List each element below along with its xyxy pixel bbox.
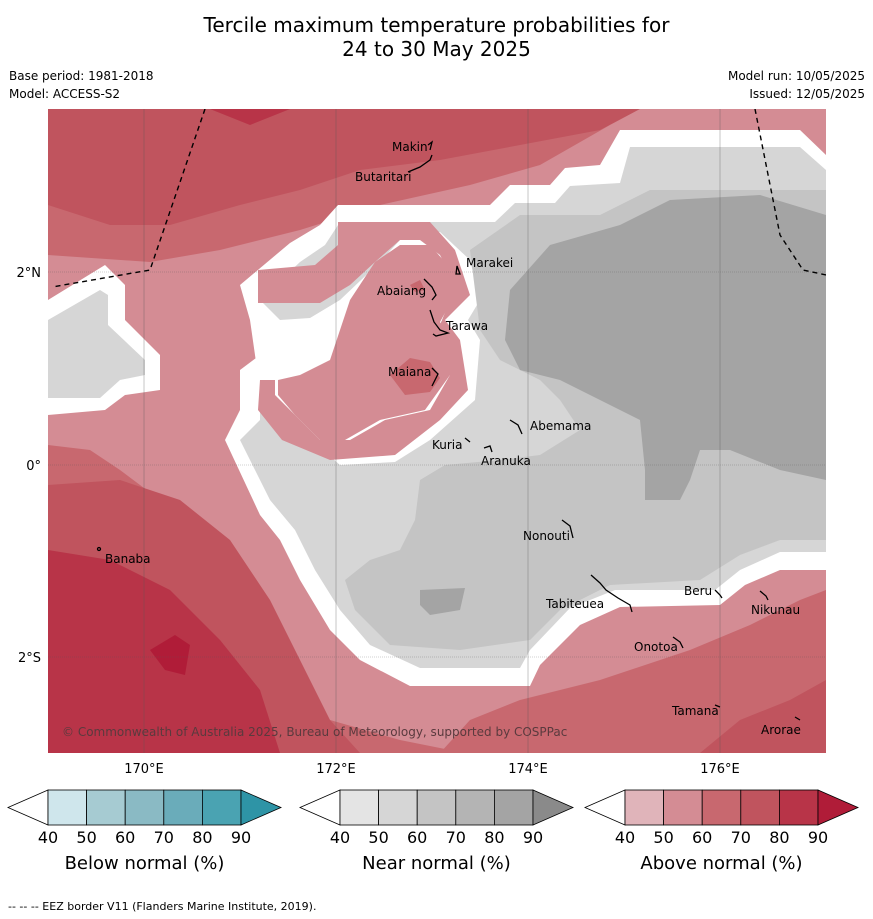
near-normal-colorbar-tick: 80	[484, 828, 505, 847]
above-80-90-north	[210, 109, 290, 125]
place-tamana: Tamana	[671, 704, 719, 718]
near-40-50-west	[48, 290, 145, 398]
above-normal-colorbar-tick: 40	[614, 828, 636, 847]
above-normal-colorbar-tick: 70	[730, 828, 751, 847]
above-normal-colorbar-segment	[701, 789, 742, 826]
below-normal-colorbar-tick: 90	[230, 828, 252, 847]
above-normal-colorbar-tick: 90	[807, 828, 829, 847]
above-60-70-abaiang	[410, 280, 425, 292]
near-normal-colorbar-high-extend	[532, 789, 574, 826]
place-tarawa: Tarawa	[445, 319, 488, 333]
near-normal-colorbar-tick: 50	[368, 828, 389, 847]
near-normal-colorbar-low-extend	[299, 789, 341, 826]
near-normal-colorbar-segment	[493, 789, 534, 826]
axis-labels: 170°E 172°E 174°E 176°E 2°N 0° 2°S	[17, 266, 740, 777]
island-outlines	[96, 140, 801, 721]
place-makin: Makin	[392, 140, 428, 154]
above-normal-colorbar-title: Above normal (%)	[640, 853, 803, 874]
above-90-southwest	[150, 635, 190, 675]
place-tabiteuea: Tabiteuea	[545, 597, 604, 611]
lon-label-174: 174°E	[508, 762, 548, 777]
below-normal-colorbar-tick: 50	[76, 828, 97, 847]
place-abaiang: Abaiang	[377, 284, 426, 298]
below-normal-colorbar-segment	[163, 789, 203, 826]
above-normal-colorbar-segment	[740, 789, 780, 826]
place-nonouti: Nonouti	[523, 529, 570, 543]
place-marakei: Marakei	[466, 256, 513, 270]
above-70-80-north	[48, 109, 640, 225]
lat-label-0: 0°	[26, 459, 41, 474]
lat-label-2n: 2°N	[17, 266, 42, 281]
place-beru: Beru	[684, 584, 712, 598]
colorbars	[7, 789, 859, 826]
above-normal-colorbar-tick: 50	[653, 828, 674, 847]
model-name: Model: ACCESS-S2	[9, 87, 121, 101]
eez-footer-note: -- -- -- EEZ border V11 (Flanders Marine…	[8, 900, 317, 913]
near-normal-colorbar-segment	[378, 789, 418, 826]
graticule	[48, 109, 826, 753]
issued-date: Issued: 12/05/2025	[749, 87, 865, 101]
place-aranuka: Aranuka	[481, 454, 531, 468]
place-butaritari: Butaritari	[355, 170, 412, 184]
map-title-line2: 24 to 30 May 2025	[342, 37, 531, 61]
lon-label-170: 170°E	[124, 762, 164, 777]
place-maiana: Maiana	[388, 365, 431, 379]
near-normal-colorbar-segment	[455, 789, 495, 826]
above-normal-colorbar-low-extend	[584, 789, 626, 826]
near-normal-colorbar-tick: 40	[329, 828, 351, 847]
near-60-70-patch	[420, 588, 465, 615]
probability-map: Makin Butaritari Marakei Abaiang Tarawa …	[48, 109, 826, 753]
near-normal-colorbar-tick: 90	[522, 828, 544, 847]
map-title-line1: Tercile maximum temperature probabilitie…	[203, 13, 670, 37]
above-normal-colorbar-segment	[779, 789, 819, 826]
eez-border	[51, 109, 826, 288]
place-kuria: Kuria	[432, 438, 463, 452]
base-period: Base period: 1981-2018	[9, 69, 154, 83]
below-normal-colorbar-high-extend	[240, 789, 282, 826]
near-normal-colorbar-segment	[416, 789, 457, 826]
above-50-60-pocket	[258, 222, 470, 460]
above-60-70-maiana	[390, 358, 440, 395]
place-onotoa: Onotoa	[634, 640, 678, 654]
above-normal-colorbar-tick: 60	[692, 828, 713, 847]
below-normal-colorbar-tick: 60	[115, 828, 136, 847]
near-normal-colorbar-segment	[339, 789, 379, 826]
above-normal-colorbar-high-extend	[817, 789, 859, 826]
below-normal-colorbar-tick: 80	[192, 828, 213, 847]
near-60-70-region	[505, 195, 826, 500]
above-normal-colorbar-segment	[663, 789, 703, 826]
lat-label-2s: 2°S	[18, 651, 41, 666]
below-normal-colorbar-segment	[86, 789, 126, 826]
below-normal-colorbar-low-extend	[7, 789, 49, 826]
place-arorae: Arorae	[761, 723, 801, 737]
copyright-text: © Commonwealth of Australia 2025, Bureau…	[62, 725, 567, 739]
near-normal-colorbar-title: Near normal (%)	[362, 853, 511, 874]
above-60-70-southeast	[440, 590, 826, 753]
below-normal-colorbar-title: Below normal (%)	[64, 853, 225, 874]
lon-label-176: 176°E	[700, 762, 740, 777]
below-normal-colorbar-segment	[124, 789, 165, 826]
below-normal-colorbar-tick: 70	[153, 828, 174, 847]
place-abemama: Abemama	[530, 419, 591, 433]
below-normal-colorbar-tick: 40	[37, 828, 59, 847]
model-run: Model run: 10/05/2025	[727, 69, 865, 83]
lon-label-172: 172°E	[316, 762, 356, 777]
below-normal-colorbar-segment	[47, 789, 87, 826]
below-normal-colorbar-segment	[201, 789, 242, 826]
above-70-80-southeast	[700, 680, 826, 753]
place-banaba: Banaba	[105, 552, 151, 566]
place-labels: Makin Butaritari Marakei Abaiang Tarawa …	[105, 140, 801, 737]
above-normal-colorbar-segment	[624, 789, 664, 826]
near-normal-colorbar-tick: 60	[407, 828, 428, 847]
above-normal-colorbar-tick: 80	[769, 828, 790, 847]
place-nikunau: Nikunau	[751, 603, 800, 617]
near-normal-colorbar-tick: 70	[445, 828, 466, 847]
